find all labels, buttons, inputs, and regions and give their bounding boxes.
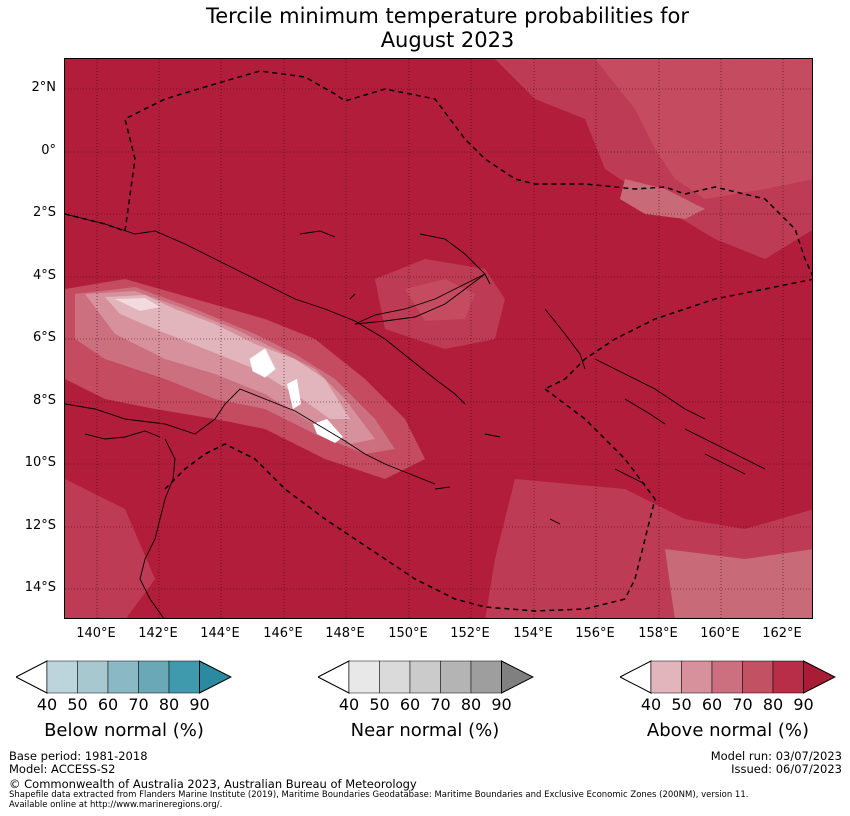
lat-label-2s: 2°S	[32, 205, 56, 220]
colorbar-above-label: Above normal (%)	[646, 720, 810, 741]
tick-above-80: 80	[762, 695, 784, 714]
lon-label-154e: 154°E	[513, 626, 553, 641]
lon-label-140e: 140°E	[76, 626, 116, 641]
colorbar-below-bin-60	[107, 660, 139, 694]
tick-above-90: 90	[793, 695, 814, 714]
title-line-2: August 2023	[380, 28, 515, 52]
tick-near-60: 60	[399, 695, 421, 714]
tick-above-50: 50	[671, 695, 692, 714]
tick-above-40: 40	[640, 695, 662, 714]
colorbar-near-bin-80	[470, 660, 502, 694]
lat-label-10s: 10°S	[24, 455, 56, 470]
lon-label-156e: 156°E	[575, 626, 615, 641]
lat-label-14s: 14°S	[24, 580, 56, 595]
coastlines	[65, 213, 766, 618]
lat-label-12s: 12°S	[24, 518, 56, 533]
tick-below-90: 90	[189, 695, 210, 714]
lat-label-0: 0°	[41, 143, 56, 158]
tick-below-70: 70	[128, 695, 149, 714]
lon-label-144e: 144°E	[200, 626, 240, 641]
colorbar-above-bin-40	[650, 660, 682, 694]
tick-below-40: 40	[36, 695, 58, 714]
lon-label-158e: 158°E	[638, 626, 678, 641]
lon-label-146e: 146°E	[263, 626, 303, 641]
colorbar-near	[318, 660, 534, 694]
tick-near-90: 90	[491, 695, 512, 714]
colorbar-below-arrow-left	[16, 660, 48, 694]
lat-label-8s: 8°S	[32, 393, 56, 408]
contour-region-ne-spot	[620, 179, 705, 219]
colorbar-above-arrow-left	[620, 660, 652, 694]
colorbar-below-arrow-right	[199, 660, 232, 694]
title-line-1: Tercile minimum temperature probabilitie…	[205, 4, 690, 28]
colorbar-below-bin-50	[77, 660, 109, 694]
colorbar-near-bin-70	[440, 660, 472, 694]
colorbar-above-bin-60	[711, 660, 743, 694]
colorbar-near-bin-50	[379, 660, 411, 694]
model-run: Model run: 03/07/2023	[710, 749, 842, 763]
contour-region-new-britain-inner	[405, 279, 475, 321]
shapefile-credit-1: Shapefile data extracted from Flanders M…	[9, 790, 749, 800]
colorbar-below	[16, 660, 232, 694]
eez-boundaries	[65, 70, 812, 612]
white-patch-1	[249, 348, 276, 378]
graticule	[65, 59, 812, 618]
colorbar-near-bin-40	[348, 660, 380, 694]
lon-label-150e: 150°E	[388, 626, 428, 641]
contour-region-ne-inner	[595, 59, 812, 199]
lon-label-162e: 162°E	[762, 626, 802, 641]
colorbar-below-label: Below normal (%)	[44, 720, 204, 741]
tick-below-80: 80	[158, 695, 180, 714]
lat-label-4s: 4°S	[32, 268, 56, 283]
colorbar-above-arrow-right	[803, 660, 836, 694]
tick-near-80: 80	[460, 695, 482, 714]
colorbar-near-arrow-right	[501, 660, 534, 694]
lat-label-2n: 2°N	[31, 80, 57, 95]
colorbar-above	[620, 660, 836, 694]
colorbar-near-label: Near normal (%)	[350, 720, 500, 741]
shapefile-credit-2: Available online at http://www.marinereg…	[9, 800, 223, 810]
contour-region-sw	[65, 479, 155, 618]
tick-near-50: 50	[369, 695, 390, 714]
tick-near-70: 70	[430, 695, 451, 714]
lon-label-142e: 142°E	[138, 626, 178, 641]
tick-above-70: 70	[732, 695, 753, 714]
tick-near-40: 40	[338, 695, 360, 714]
colorbar-below-bin-40	[46, 660, 78, 694]
probability-map	[65, 59, 812, 618]
model-name: Model: ACCESS-S2	[9, 762, 116, 776]
colorbar-above-bin-80	[772, 660, 804, 694]
colorbar-near-arrow-left	[318, 660, 350, 694]
map-title: Tercile minimum temperature probabilitie…	[0, 4, 850, 52]
tick-below-60: 60	[97, 695, 119, 714]
colorbar-above-bin-70	[742, 660, 774, 694]
lat-label-6s: 6°S	[32, 330, 56, 345]
colorbar-below-bin-80	[168, 660, 200, 694]
colorbar-below-bin-70	[138, 660, 170, 694]
lon-label-148e: 148°E	[325, 626, 365, 641]
contour-region-se-inner	[665, 549, 812, 618]
tick-above-60: 60	[701, 695, 723, 714]
colorbar-above-bin-50	[681, 660, 713, 694]
tick-below-50: 50	[67, 695, 88, 714]
lon-label-152e: 152°E	[450, 626, 490, 641]
issued-date: Issued: 06/07/2023	[731, 762, 842, 776]
colorbar-near-bin-60	[409, 660, 441, 694]
lon-label-160e: 160°E	[700, 626, 740, 641]
contour-band-light	[115, 298, 160, 311]
copyright: © Commonwealth of Australia 2023, Austra…	[9, 777, 417, 791]
base-period: Base period: 1981-2018	[9, 749, 148, 763]
map-panel	[64, 58, 813, 619]
white-patch-2	[287, 379, 301, 409]
